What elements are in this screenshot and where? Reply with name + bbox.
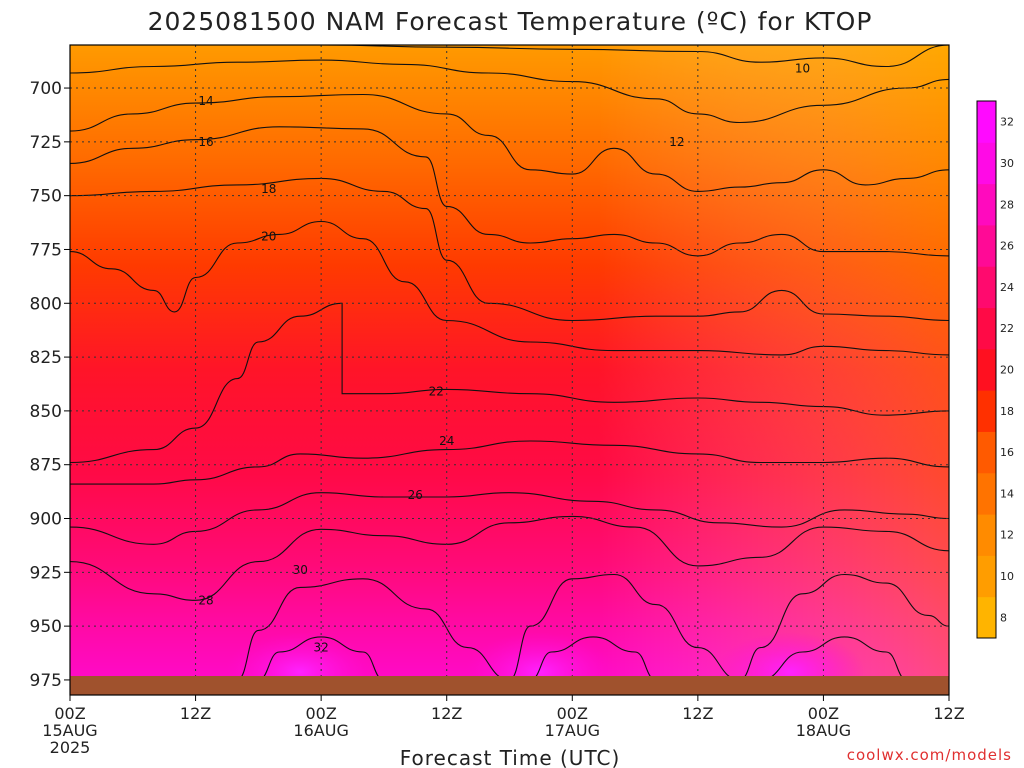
contour-label-14: 14 bbox=[198, 94, 213, 108]
colorbar-swatch-20 bbox=[977, 348, 996, 391]
colorbar-swatch-8 bbox=[977, 596, 996, 639]
contour-10 bbox=[149, 45, 949, 68]
contour-26 bbox=[70, 492, 949, 545]
contour-label-32: 32 bbox=[314, 641, 329, 655]
warm-core-17aug bbox=[465, 632, 615, 695]
contour-32 bbox=[258, 636, 908, 681]
contour-24 bbox=[70, 440, 949, 485]
x-tick-label-48-1: 17AUG bbox=[545, 721, 600, 740]
x-axis-label: Forecast Time (UTC) bbox=[400, 746, 621, 768]
x-tick-label-84-0: 12Z bbox=[933, 704, 964, 723]
x-tick-label-48-0: 00Z bbox=[557, 704, 588, 723]
colorbar-swatch-24 bbox=[977, 266, 996, 309]
y-tick-label-925: 925 bbox=[30, 563, 62, 583]
contour-16 bbox=[70, 126, 949, 257]
colorbar-tick-26: 26 bbox=[1000, 240, 1014, 253]
colorbar-tick-24: 24 bbox=[1000, 281, 1014, 294]
colorbar-swatch-32 bbox=[977, 101, 996, 143]
colorbar-swatch-12 bbox=[977, 514, 996, 556]
colorbar-tick-22: 22 bbox=[1000, 322, 1014, 335]
x-tick-label-24-1: 16AUG bbox=[293, 721, 348, 740]
y-tick-label-700: 700 bbox=[30, 79, 62, 99]
plot-frame bbox=[69, 44, 950, 696]
contour-22 bbox=[70, 302, 949, 464]
contour-label-22: 22 bbox=[429, 385, 444, 399]
contour-label-30: 30 bbox=[293, 563, 308, 577]
warm-core-18aug bbox=[715, 632, 865, 695]
colorbar-swatch-10 bbox=[977, 555, 996, 598]
contour-label-18: 18 bbox=[261, 182, 276, 196]
y-tick-label-950: 950 bbox=[30, 617, 62, 637]
contour-18 bbox=[70, 177, 949, 322]
colorbar-tick-30: 30 bbox=[1000, 157, 1014, 170]
contour-20 bbox=[70, 220, 949, 356]
x-tick-label-12-0: 12Z bbox=[180, 704, 211, 723]
y-tick-label-875: 875 bbox=[30, 456, 62, 476]
contour-28 bbox=[70, 515, 949, 601]
contour-label-26: 26 bbox=[408, 488, 423, 502]
y-tick-label-775: 775 bbox=[30, 240, 62, 260]
contour-14 bbox=[70, 93, 949, 192]
colorbar-tick-32: 32 bbox=[1000, 116, 1014, 129]
ground-surface bbox=[70, 676, 949, 695]
x-tick-label-0-1: 15AUG bbox=[42, 721, 97, 740]
colorbar-swatch-26 bbox=[977, 224, 996, 267]
colorbar-swatch-22 bbox=[977, 307, 996, 350]
colorbar-tick-18: 18 bbox=[1000, 405, 1014, 418]
y-tick-label-725: 725 bbox=[30, 133, 62, 153]
colorbar-swatch-16 bbox=[977, 431, 996, 474]
contour-label-20: 20 bbox=[261, 230, 276, 244]
contour-label-10: 10 bbox=[795, 62, 810, 76]
colorbar-tick-12: 12 bbox=[1000, 529, 1014, 542]
colorbar-swatch-30 bbox=[977, 142, 996, 185]
x-tick-label-72-0: 00Z bbox=[808, 704, 839, 723]
colorbar-tick-14: 14 bbox=[1000, 487, 1014, 500]
y-tick-label-900: 900 bbox=[30, 510, 62, 530]
colorbar-tick-16: 16 bbox=[1000, 446, 1014, 459]
colorbar-swatch-28 bbox=[977, 183, 996, 226]
colorbar-tick-20: 20 bbox=[1000, 364, 1014, 377]
contour-label-28: 28 bbox=[198, 593, 213, 607]
colorbar-tick-10: 10 bbox=[1000, 570, 1014, 583]
colorbar-frame bbox=[976, 100, 997, 639]
contour-label-16: 16 bbox=[198, 135, 213, 149]
credit-text: coolwx.com/models bbox=[847, 746, 1012, 764]
x-tick-label-0-2: 2025 bbox=[50, 738, 91, 757]
y-tick-label-850: 850 bbox=[30, 402, 62, 422]
x-tick-label-0-0: 00Z bbox=[54, 704, 85, 723]
x-tick-label-36-0: 12Z bbox=[431, 704, 462, 723]
y-tick-label-750: 750 bbox=[30, 187, 62, 207]
colorbar-swatch-18 bbox=[977, 390, 996, 432]
x-tick-label-60-0: 12Z bbox=[682, 704, 713, 723]
colorbar-swatch-14 bbox=[977, 472, 996, 515]
colorbar: 8 10 12 14 16 18 20 22 24 26 28 30 32 bbox=[976, 100, 1014, 639]
y-tick-label-825: 825 bbox=[30, 348, 62, 368]
chart-title: 2025081500 NAM Forecast Temperature (ºC)… bbox=[148, 7, 873, 36]
colorbar-tick-28: 28 bbox=[1000, 198, 1014, 211]
contour-30 bbox=[237, 573, 949, 681]
y-tick-label-800: 800 bbox=[30, 294, 62, 314]
colorbar-tick-8: 8 bbox=[1000, 611, 1007, 624]
y-tick-label-975: 975 bbox=[30, 671, 62, 691]
y-axis: 700 725 750 775 800 825 850 875 900 925 950 975 bbox=[30, 79, 70, 691]
x-tick-label-24-0: 00Z bbox=[305, 704, 336, 723]
x-tick-label-72-1: 18AUG bbox=[796, 721, 851, 740]
